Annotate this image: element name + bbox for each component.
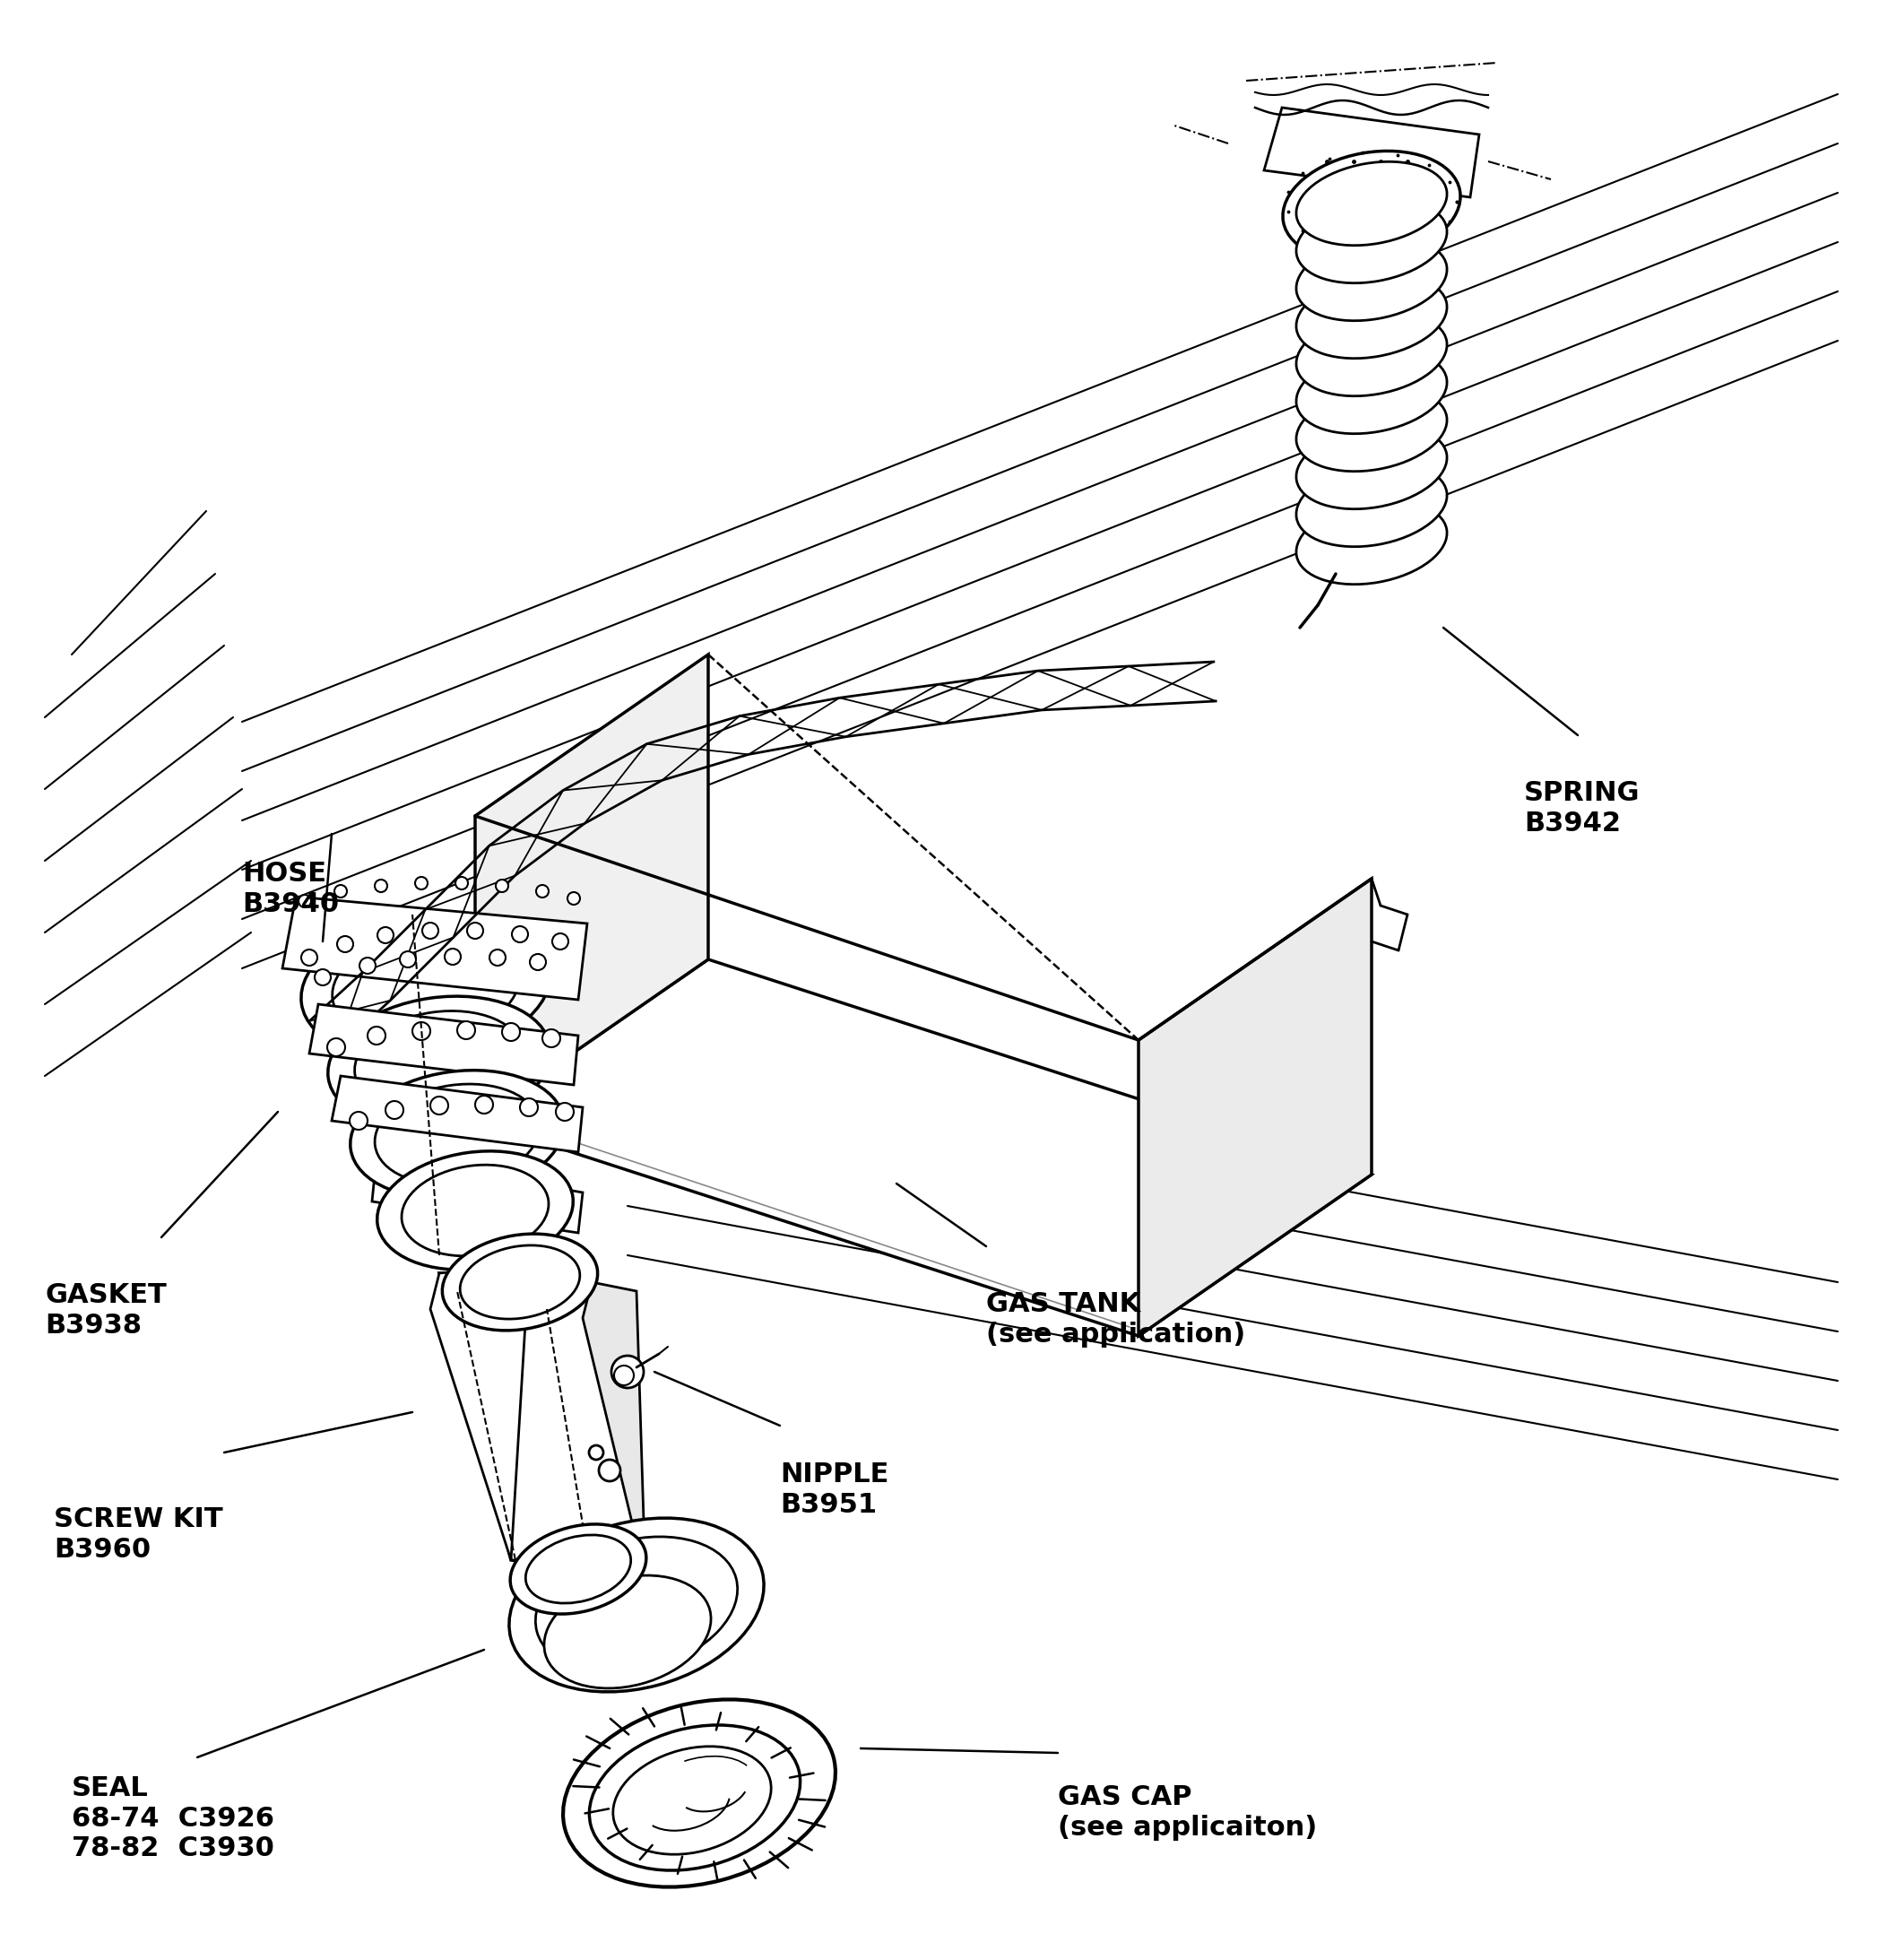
Ellipse shape [536,1537,737,1674]
Circle shape [385,1102,404,1119]
Ellipse shape [613,1746,770,1854]
Polygon shape [475,655,708,1121]
Circle shape [543,1029,560,1047]
Polygon shape [430,1264,528,1560]
Ellipse shape [1297,351,1447,433]
Ellipse shape [355,1011,524,1113]
Circle shape [489,949,505,966]
Ellipse shape [374,1084,539,1184]
Circle shape [412,1023,430,1041]
Text: SCREW KIT
B3960: SCREW KIT B3960 [54,1507,224,1562]
Circle shape [599,1460,620,1482]
Ellipse shape [1297,425,1447,510]
Circle shape [430,1096,449,1115]
Ellipse shape [333,931,519,1043]
Circle shape [468,923,483,939]
Ellipse shape [1297,161,1447,245]
Text: GASKET
B3938: GASKET B3938 [45,1282,167,1339]
Text: GAS CAP
(see applicaiton): GAS CAP (see applicaiton) [1058,1784,1317,1840]
Circle shape [536,886,549,898]
Circle shape [520,1098,537,1117]
Polygon shape [282,896,586,1000]
Ellipse shape [301,913,551,1060]
Polygon shape [582,1282,646,1578]
Ellipse shape [526,1535,631,1603]
Text: NIPPLE
B3951: NIPPLE B3951 [780,1462,889,1517]
Circle shape [556,1103,573,1121]
Circle shape [336,937,353,953]
Circle shape [374,880,387,892]
Circle shape [496,880,509,892]
Polygon shape [1265,108,1479,198]
Circle shape [359,958,376,974]
Circle shape [502,1023,520,1041]
Ellipse shape [511,1525,646,1613]
Ellipse shape [1297,274,1447,359]
Circle shape [368,1027,385,1045]
Ellipse shape [1297,463,1447,547]
Circle shape [415,876,428,890]
Circle shape [611,1356,644,1388]
Circle shape [423,923,438,939]
Ellipse shape [1297,500,1447,584]
Circle shape [455,876,468,890]
Circle shape [299,896,312,907]
Circle shape [457,1021,475,1039]
Ellipse shape [378,1151,573,1270]
Polygon shape [475,958,1372,1337]
Ellipse shape [442,1235,598,1331]
Ellipse shape [545,1576,710,1688]
Ellipse shape [329,996,551,1129]
Polygon shape [310,1004,579,1086]
Circle shape [614,1366,633,1386]
Circle shape [400,951,415,968]
Ellipse shape [509,1519,765,1691]
Ellipse shape [402,1164,549,1256]
Circle shape [530,955,547,970]
Circle shape [588,1445,603,1460]
Text: HOSE
B3940: HOSE B3940 [242,860,338,917]
Circle shape [334,886,348,898]
Ellipse shape [460,1245,581,1319]
Circle shape [301,949,318,966]
Polygon shape [372,1156,582,1233]
Ellipse shape [1308,167,1436,247]
Ellipse shape [1297,388,1447,470]
Ellipse shape [590,1725,800,1870]
Circle shape [314,970,331,986]
Circle shape [378,927,393,943]
Ellipse shape [564,1699,836,1887]
Circle shape [552,933,567,949]
Text: GAS TANK
(see application): GAS TANK (see application) [986,1292,1246,1347]
Ellipse shape [1297,312,1447,396]
Text: SEAL
68-74  C3926
78-82  C3930: SEAL 68-74 C3926 78-82 C3930 [71,1776,274,1862]
Circle shape [445,949,460,964]
Circle shape [475,1096,492,1113]
Polygon shape [1139,878,1372,1337]
Circle shape [567,892,581,906]
Circle shape [511,927,528,943]
Ellipse shape [1297,237,1447,321]
Ellipse shape [1283,151,1460,261]
Text: SPRING
B3942: SPRING B3942 [1524,780,1640,837]
Polygon shape [333,1076,582,1152]
Ellipse shape [1297,200,1447,282]
Circle shape [327,1039,346,1056]
Ellipse shape [349,1070,564,1198]
Polygon shape [440,1274,646,1578]
Circle shape [349,1111,368,1129]
